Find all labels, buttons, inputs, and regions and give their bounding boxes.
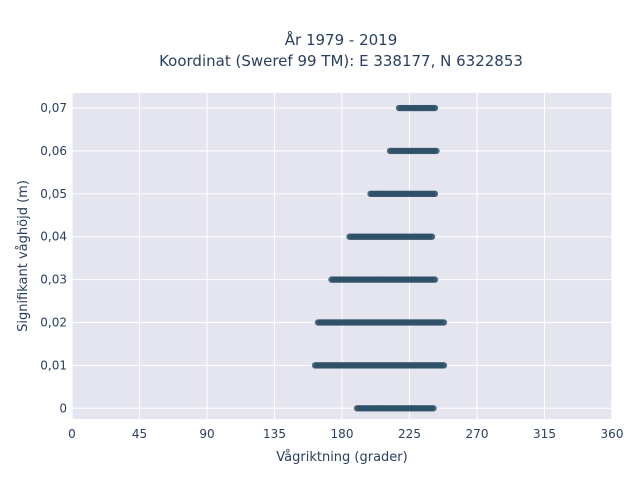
data-point xyxy=(431,190,439,198)
data-points xyxy=(311,104,448,412)
data-point xyxy=(428,233,436,240)
x-tick-label: 315 xyxy=(533,427,556,441)
point-band xyxy=(367,190,439,198)
x-tick-label: 225 xyxy=(398,427,421,441)
point-band xyxy=(395,104,439,112)
point-band xyxy=(314,319,448,326)
y-tick-label: 0,04 xyxy=(40,230,67,244)
y-tick-label: 0,06 xyxy=(40,144,67,158)
point-band xyxy=(311,362,448,369)
chart-title: År 1979 - 2019 xyxy=(285,30,398,49)
x-tick-label: 0 xyxy=(68,427,76,441)
y-tick-label: 0,02 xyxy=(40,315,67,329)
data-point xyxy=(433,147,440,155)
chart-subtitle: Koordinat (Sweref 99 TM): E 338177, N 63… xyxy=(159,52,523,70)
y-tick-label: 0,05 xyxy=(40,187,67,201)
y-tick-label: 0 xyxy=(59,401,67,415)
x-tick-label: 270 xyxy=(466,427,489,441)
x-axis-ticks: 0 45 90 135 180 225 270 315 360 xyxy=(68,427,623,441)
data-point xyxy=(431,276,439,283)
x-tick-label: 180 xyxy=(331,427,354,441)
point-band xyxy=(328,276,439,283)
y-tick-label: 0,07 xyxy=(40,101,67,115)
data-point xyxy=(431,104,439,112)
x-tick-label: 360 xyxy=(601,427,624,441)
x-tick-label: 135 xyxy=(263,427,286,441)
x-tick-label: 45 xyxy=(132,427,147,441)
x-tick-label: 90 xyxy=(199,427,214,441)
x-axis-label: Vågriktning (grader) xyxy=(276,450,407,465)
point-band xyxy=(346,233,436,240)
data-point xyxy=(440,362,448,369)
y-axis-ticks: 0 0,01 0,02 0,03 0,04 0,05 0,06 0,07 xyxy=(40,101,67,415)
point-band xyxy=(386,147,440,155)
y-tick-label: 0,01 xyxy=(40,358,67,372)
y-tick-label: 0,03 xyxy=(40,273,67,287)
data-point xyxy=(430,405,437,412)
data-point xyxy=(440,319,448,326)
point-band xyxy=(353,405,437,412)
y-axis-label: Signifikant våghöjd (m) xyxy=(16,180,31,332)
